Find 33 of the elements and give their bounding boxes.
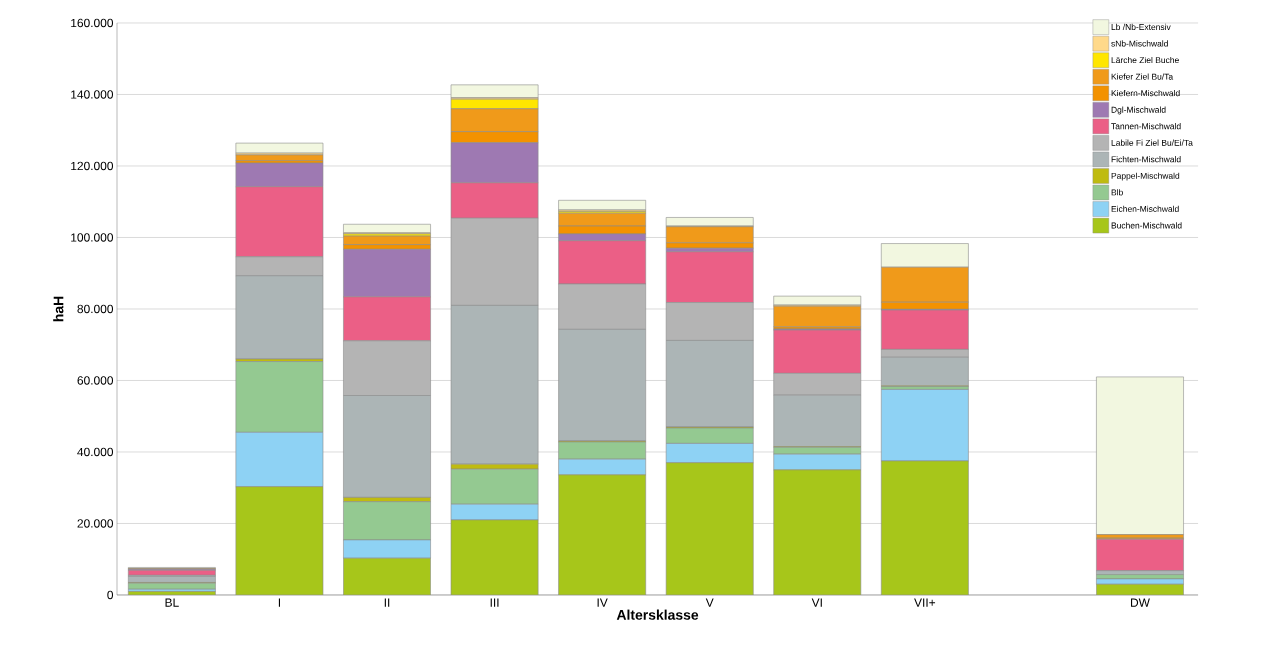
y-tick-label: 160.000 (71, 18, 114, 28)
legend-label: Kiefern-Mischwald (1111, 89, 1180, 97)
legend-label: Lärche Ziel Buche (1111, 56, 1179, 64)
y-tick-label: 0 (107, 590, 114, 600)
x-tick-label: VI (811, 598, 822, 607)
y-tick-label: 40.000 (77, 447, 114, 457)
y-axis-title: haH (53, 296, 64, 322)
legend-label: Lb /Nb-Extensiv (1111, 23, 1171, 31)
y-tick-label: 60.000 (77, 376, 114, 385)
x-tick-label: BL (165, 598, 179, 607)
legend-label: Pappel-Mischwald (1111, 172, 1180, 181)
y-tick-label: 120.000 (71, 161, 114, 171)
legend-label: Fichten-Mischwald (1111, 156, 1181, 163)
legend-label: sNb-Mischwald (1111, 40, 1168, 47)
legend-label: Dgl-Mischwald (1111, 106, 1166, 115)
x-tick-label: III (490, 598, 499, 607)
x-tick-label: V (705, 598, 714, 607)
legend-label: Labile Fi Ziel Bu/Ei/Ta (1111, 139, 1193, 146)
legend-label: Eichen-Mischwald (1111, 205, 1179, 212)
x-tick-label: VII+ (914, 598, 936, 607)
y-tick-label: 80.000 (77, 304, 114, 314)
legend-label: Blb (1111, 189, 1123, 196)
y-tick-label: 140.000 (71, 90, 114, 99)
x-tick-label: DW (1131, 598, 1150, 607)
x-axis-title: Altersklasse (616, 609, 699, 620)
x-tick-label: II (384, 598, 390, 607)
legend-label: Tannen-Mischwald (1111, 123, 1181, 130)
x-tick-label: IV (597, 598, 608, 607)
y-tick-label: 20.000 (77, 519, 114, 528)
legend-label: Buchen-Mischwald (1111, 222, 1182, 229)
y-tick-label: 100.000 (71, 233, 114, 242)
x-tick-label: I (278, 598, 280, 607)
legend-label: Kiefer Ziel Bu/Ta (1111, 73, 1174, 80)
